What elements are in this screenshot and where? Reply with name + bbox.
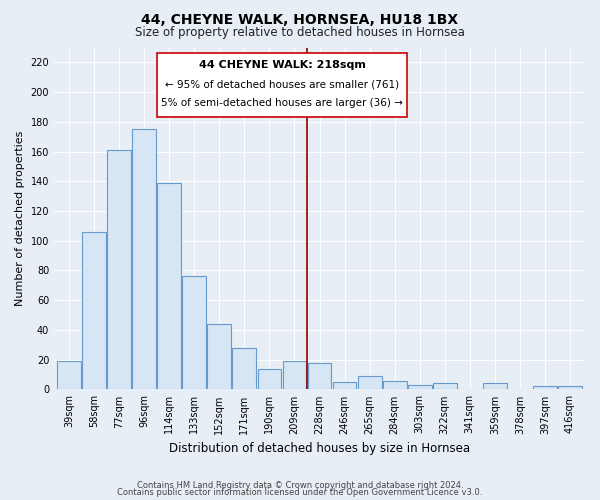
Bar (383, 380, 407, 390)
Text: Size of property relative to detached houses in Hornsea: Size of property relative to detached ho… (135, 26, 465, 39)
Bar (133, 130, 156, 390)
Bar (57, 361, 81, 390)
Bar (107, 150, 131, 390)
Bar (332, 382, 356, 390)
Bar (157, 183, 181, 390)
Text: Contains HM Land Registry data © Crown copyright and database right 2024.: Contains HM Land Registry data © Crown c… (137, 481, 463, 490)
Bar (182, 276, 206, 390)
Bar (433, 384, 457, 390)
Bar (533, 386, 557, 390)
Text: 44, CHEYNE WALK, HORNSEA, HU18 1BX: 44, CHEYNE WALK, HORNSEA, HU18 1BX (142, 12, 458, 26)
Text: Contains public sector information licensed under the Open Government Licence v3: Contains public sector information licen… (118, 488, 482, 497)
Bar (308, 362, 331, 390)
Text: 44 CHEYNE WALK: 218sqm: 44 CHEYNE WALK: 218sqm (199, 60, 365, 70)
Bar (483, 384, 507, 390)
X-axis label: Distribution of detached houses by size in Hornsea: Distribution of detached houses by size … (169, 442, 470, 455)
Bar (208, 324, 231, 390)
Bar (558, 386, 582, 390)
Bar (283, 361, 307, 390)
Bar (408, 385, 431, 390)
Text: ← 95% of detached houses are smaller (761): ← 95% of detached houses are smaller (76… (165, 79, 399, 89)
Bar (157, 54, 407, 118)
Bar (82, 232, 106, 390)
Bar (232, 348, 256, 390)
Bar (358, 376, 382, 390)
Bar (257, 368, 281, 390)
Text: 5% of semi-detached houses are larger (36) →: 5% of semi-detached houses are larger (3… (161, 98, 403, 108)
Y-axis label: Number of detached properties: Number of detached properties (15, 131, 25, 306)
